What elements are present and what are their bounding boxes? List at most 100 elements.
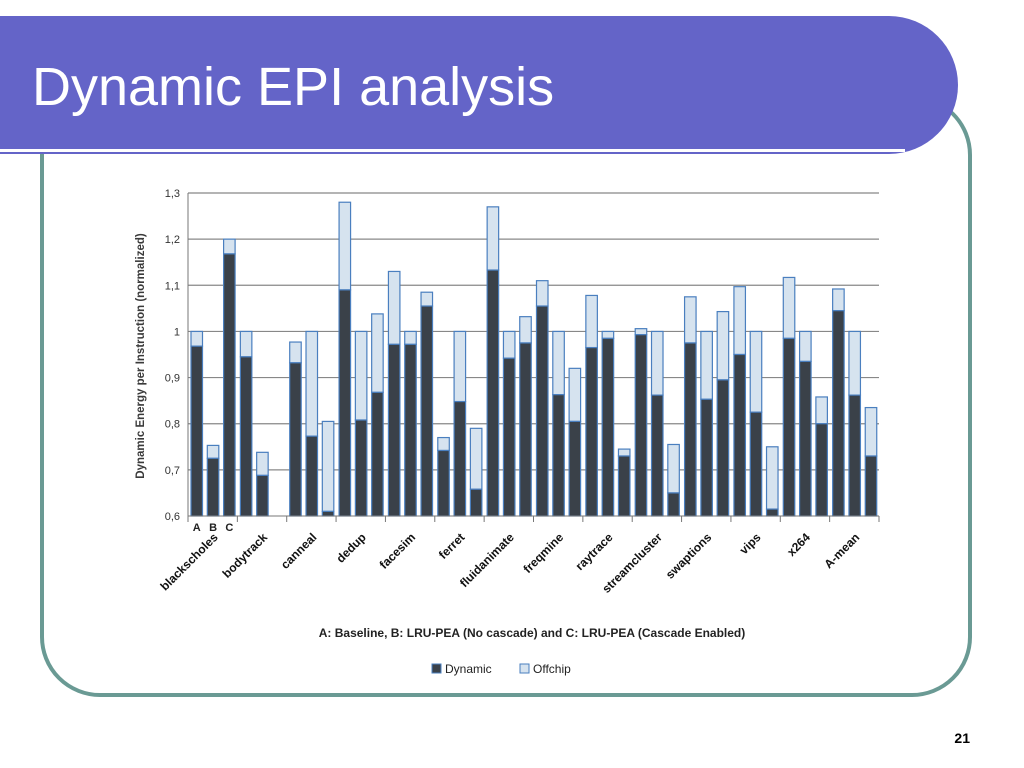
x-category-label: swaptions — [663, 530, 715, 582]
y-tick-label: 0,9 — [165, 373, 180, 385]
title-bar: Dynamic EPI analysis — [0, 16, 958, 154]
bar-offchip — [634, 328, 648, 336]
bar-offchip — [700, 330, 713, 400]
bar-offchip — [552, 330, 565, 396]
bar-dynamic — [371, 391, 384, 517]
bar-offchip — [404, 330, 417, 345]
x-category-label: x264 — [784, 530, 813, 559]
bar-dynamic — [733, 353, 747, 517]
bar-offchip — [502, 330, 516, 359]
bar-dynamic — [469, 488, 483, 517]
bar-dynamic — [321, 510, 335, 517]
bar-offchip — [223, 238, 236, 255]
bar-dynamic — [617, 455, 631, 517]
bar-dynamic — [716, 379, 730, 517]
bar-offchip — [815, 396, 828, 425]
bar-offchip — [486, 206, 500, 271]
bar-offchip — [733, 286, 747, 356]
y-tick-label: 1 — [174, 326, 180, 338]
bar-offchip — [864, 406, 878, 457]
legend: Dynamic Offchip — [431, 662, 571, 676]
bar-offchip — [420, 291, 434, 307]
bar-dynamic — [404, 343, 417, 517]
bar-dynamic — [535, 305, 549, 517]
bar-dynamic — [798, 360, 812, 517]
x-category-label: ferret — [436, 530, 468, 562]
bar-dynamic — [486, 269, 500, 517]
x-category-label: bodytrack — [220, 530, 271, 581]
gridlines — [188, 192, 879, 471]
sub-bar-label: A — [193, 522, 201, 534]
bar-offchip — [716, 310, 730, 381]
bar-offchip — [765, 446, 779, 510]
x-category-label: facesim — [377, 530, 419, 572]
bar-offchip — [190, 330, 204, 347]
bar-offchip — [338, 201, 352, 291]
bar-offchip — [782, 276, 796, 339]
bar-offchip — [354, 330, 368, 421]
x-category-label: raytrace — [573, 530, 616, 573]
x-category-label: vips — [737, 530, 764, 557]
bar-offchip — [617, 448, 631, 457]
chart-caption: A: Baseline, B: LRU-PEA (No cascade) and… — [319, 626, 746, 640]
bar-offchip — [387, 270, 401, 345]
bar-offchip — [535, 280, 549, 307]
bar-dynamic — [437, 449, 450, 517]
bar-dynamic — [354, 419, 368, 517]
bar-dynamic — [387, 343, 401, 517]
x-category-label: A-mean — [821, 530, 862, 571]
bar-offchip — [683, 296, 697, 344]
bar-dynamic — [815, 423, 828, 517]
bar-offchip — [601, 330, 615, 339]
bar-offchip — [371, 313, 384, 393]
x-category-label: canneal — [278, 530, 320, 572]
page-number: 21 — [954, 730, 970, 746]
bar-dynamic — [667, 492, 680, 517]
y-tick-label: 1,2 — [165, 234, 180, 246]
bar-dynamic — [453, 400, 467, 517]
bar-offchip — [453, 330, 467, 403]
bar-offchip — [256, 451, 269, 476]
bar-dynamic — [585, 346, 598, 517]
bar-offchip — [585, 294, 598, 349]
bar-dynamic — [782, 337, 796, 517]
bars — [190, 201, 878, 517]
bar-dynamic — [864, 455, 878, 517]
slide-title: Dynamic EPI analysis — [32, 57, 555, 117]
bar-offchip — [798, 330, 812, 363]
bar-dynamic — [256, 474, 269, 517]
bar-offchip — [848, 330, 862, 396]
bar-offchip — [305, 330, 319, 437]
bar-offchip — [469, 427, 483, 490]
bar-dynamic — [683, 342, 697, 517]
bar-offchip — [650, 330, 664, 396]
title-underline — [0, 149, 905, 152]
bar-dynamic — [749, 411, 763, 517]
bar-dynamic — [552, 394, 565, 517]
bar-offchip — [239, 330, 253, 358]
bar-dynamic — [650, 394, 664, 517]
bar-dynamic — [338, 289, 352, 517]
bar-dynamic — [305, 435, 319, 517]
bar-dynamic — [190, 345, 204, 517]
bar-dynamic — [700, 398, 713, 517]
legend-label-offchip: Offchip — [533, 662, 571, 676]
y-tick-label: 1,3 — [165, 188, 180, 200]
bar-dynamic — [519, 342, 532, 517]
bar-offchip — [206, 444, 220, 459]
y-axis-title: Dynamic Energy per Instruction (normaliz… — [135, 233, 147, 479]
bar-dynamic — [420, 305, 434, 517]
bar-dynamic — [848, 394, 862, 517]
bar-dynamic — [206, 457, 220, 517]
axes — [187, 193, 880, 522]
bar-offchip — [289, 341, 302, 364]
bar-dynamic — [601, 337, 615, 517]
sub-bar-label: B — [209, 522, 217, 534]
legend-label-dynamic: Dynamic — [445, 662, 492, 676]
x-category-label: blackscholes — [158, 530, 221, 593]
bar-dynamic — [289, 362, 302, 517]
bar-dynamic — [568, 420, 582, 517]
bar-dynamic — [502, 357, 516, 517]
bar-offchip — [519, 316, 532, 344]
